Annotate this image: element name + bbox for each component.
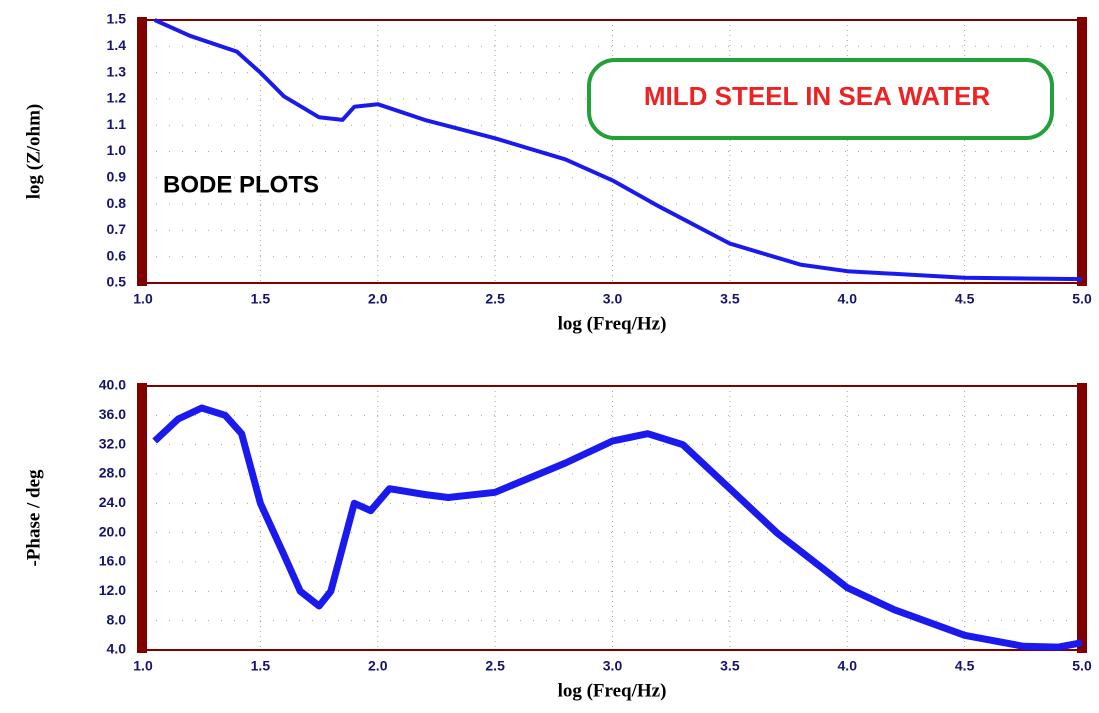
y-tick-label: 32.0 xyxy=(99,435,126,451)
data-line xyxy=(153,18,1083,282)
x-tick-label: 3.5 xyxy=(720,658,740,674)
y-axis-label: log (Z/ohm) xyxy=(23,104,44,200)
x-tick-label: 1.0 xyxy=(133,658,153,674)
x-tick-label: 2.5 xyxy=(485,658,505,674)
y-tick-label: 20.0 xyxy=(99,523,126,539)
y-tick-label: 16.0 xyxy=(99,553,126,569)
y-tick-label: 1.1 xyxy=(107,116,127,132)
y-tick-label: 28.0 xyxy=(99,465,126,481)
frame-left xyxy=(137,383,147,653)
x-tick-label: 2.0 xyxy=(368,658,388,674)
y-tick-label: 36.0 xyxy=(99,406,126,422)
x-tick-label: 3.0 xyxy=(603,291,623,307)
frame-right xyxy=(1077,17,1087,286)
y-tick-label: 1.5 xyxy=(107,11,127,27)
x-tick-label: 4.0 xyxy=(838,658,858,674)
x-tick-label: 5.0 xyxy=(1072,291,1092,307)
frame-left xyxy=(137,17,147,286)
y-tick-label: 1.2 xyxy=(107,90,127,106)
x-axis-label: log (Freq/Hz) xyxy=(558,680,667,701)
y-tick-label: 12.0 xyxy=(99,582,126,598)
annotation: BODE PLOTS xyxy=(163,171,319,198)
x-tick-label: 5.0 xyxy=(1072,658,1092,674)
y-tick-label: 40.0 xyxy=(99,377,126,393)
y-tick-label: 1.0 xyxy=(107,142,127,158)
x-axis-label: log (Freq/Hz) xyxy=(558,313,667,334)
x-tick-label: 2.0 xyxy=(368,291,388,307)
x-tick-label: 4.5 xyxy=(955,291,975,307)
x-tick-label: 3.0 xyxy=(603,658,623,674)
y-tick-label: 0.8 xyxy=(107,195,127,211)
x-tick-label: 1.5 xyxy=(251,658,271,674)
x-tick-label: 4.0 xyxy=(838,291,858,307)
data-line xyxy=(152,404,1083,651)
y-axis-label: -Phase / deg xyxy=(23,469,44,567)
y-tick-label: 0.9 xyxy=(107,169,127,185)
x-tick-label: 2.5 xyxy=(485,291,505,307)
y-tick-label: 8.0 xyxy=(107,611,127,627)
annotation-box xyxy=(587,58,1054,140)
y-tick-label: 1.3 xyxy=(107,63,127,79)
y-tick-label: 24.0 xyxy=(99,494,126,510)
x-tick-label: 1.5 xyxy=(251,291,271,307)
frame-right xyxy=(1077,383,1087,653)
x-tick-label: 3.5 xyxy=(720,291,740,307)
y-tick-label: 0.6 xyxy=(107,247,127,263)
annotation: MILD STEEL IN SEA WATER xyxy=(644,81,990,111)
x-tick-label: 4.5 xyxy=(955,658,975,674)
y-tick-label: 0.5 xyxy=(107,274,127,290)
y-tick-label: 1.4 xyxy=(107,37,127,53)
y-tick-label: 0.7 xyxy=(107,221,127,237)
x-tick-label: 1.0 xyxy=(133,291,153,307)
y-tick-label: 4.0 xyxy=(107,641,127,657)
